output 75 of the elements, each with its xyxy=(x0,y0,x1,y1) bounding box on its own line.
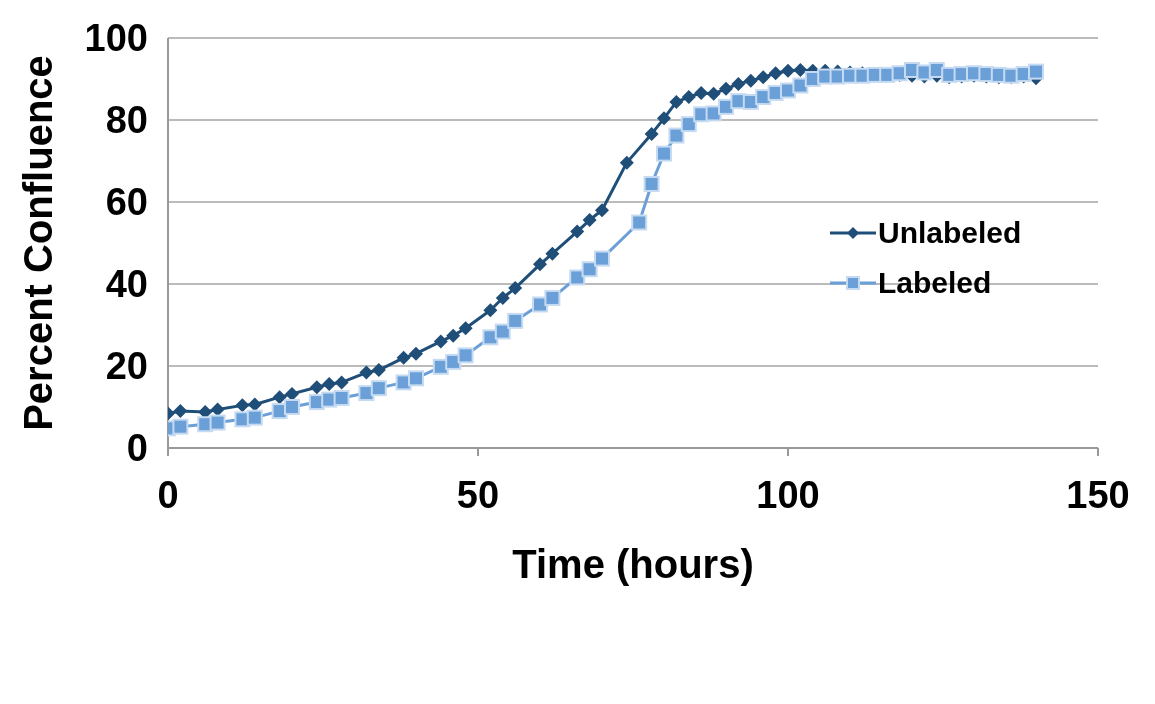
point xyxy=(681,90,696,105)
point xyxy=(285,386,299,401)
point xyxy=(656,145,672,162)
point xyxy=(793,62,808,77)
point xyxy=(457,347,474,364)
point xyxy=(768,66,783,81)
x-axis-title: Time (hours) xyxy=(512,542,754,586)
point xyxy=(371,363,386,378)
point xyxy=(322,377,337,392)
point xyxy=(246,409,263,426)
point xyxy=(209,414,226,431)
point xyxy=(544,289,561,306)
point xyxy=(483,303,498,318)
x-tick-label: 0 xyxy=(157,473,179,516)
point xyxy=(408,370,424,387)
point xyxy=(284,399,300,415)
point xyxy=(581,261,598,278)
legend-label: Labeled xyxy=(878,266,992,300)
point xyxy=(309,380,324,395)
point xyxy=(668,127,685,144)
point xyxy=(706,86,721,101)
point xyxy=(644,126,659,141)
point xyxy=(495,290,510,305)
y-axis-title: Percent Confluence xyxy=(16,55,61,431)
x-tick-label: 150 xyxy=(1066,473,1130,516)
y-tick-label: 80 xyxy=(105,99,148,142)
point xyxy=(570,224,585,239)
point xyxy=(272,390,287,405)
point xyxy=(494,323,511,340)
point xyxy=(569,269,586,286)
y-tick-label: 60 xyxy=(105,181,148,224)
point xyxy=(756,70,771,85)
point xyxy=(694,85,709,100)
point xyxy=(370,380,387,397)
y-tick-label: 0 xyxy=(126,427,148,470)
point xyxy=(594,250,610,267)
point xyxy=(446,328,461,343)
point xyxy=(172,418,189,435)
point xyxy=(210,402,225,417)
point xyxy=(582,213,597,228)
y-tick-label: 100 xyxy=(84,17,148,60)
point xyxy=(781,63,795,78)
point xyxy=(719,81,733,96)
point xyxy=(1028,63,1044,80)
point xyxy=(680,116,697,133)
point xyxy=(792,77,809,94)
point xyxy=(247,397,262,412)
point xyxy=(619,155,634,170)
point xyxy=(458,321,473,336)
point xyxy=(743,73,758,88)
point xyxy=(657,111,671,126)
point xyxy=(333,389,350,406)
point xyxy=(173,404,188,419)
point xyxy=(533,257,547,272)
x-tick-label: 50 xyxy=(456,473,500,516)
point xyxy=(409,346,423,361)
point xyxy=(731,76,746,91)
x-tick-label: 100 xyxy=(756,473,820,516)
point xyxy=(235,398,250,413)
point xyxy=(631,214,648,231)
point xyxy=(595,203,609,218)
point xyxy=(198,404,213,419)
point xyxy=(445,353,462,370)
y-tick-label: 40 xyxy=(105,263,148,306)
point xyxy=(545,246,560,261)
point xyxy=(396,350,411,365)
point xyxy=(643,175,660,192)
y-tick-label: 20 xyxy=(105,345,148,388)
point xyxy=(669,94,684,109)
point xyxy=(359,365,374,380)
point xyxy=(508,281,523,296)
point xyxy=(433,334,448,349)
point xyxy=(507,312,524,329)
legend-label: Unlabeled xyxy=(878,216,1022,250)
point xyxy=(334,375,349,390)
